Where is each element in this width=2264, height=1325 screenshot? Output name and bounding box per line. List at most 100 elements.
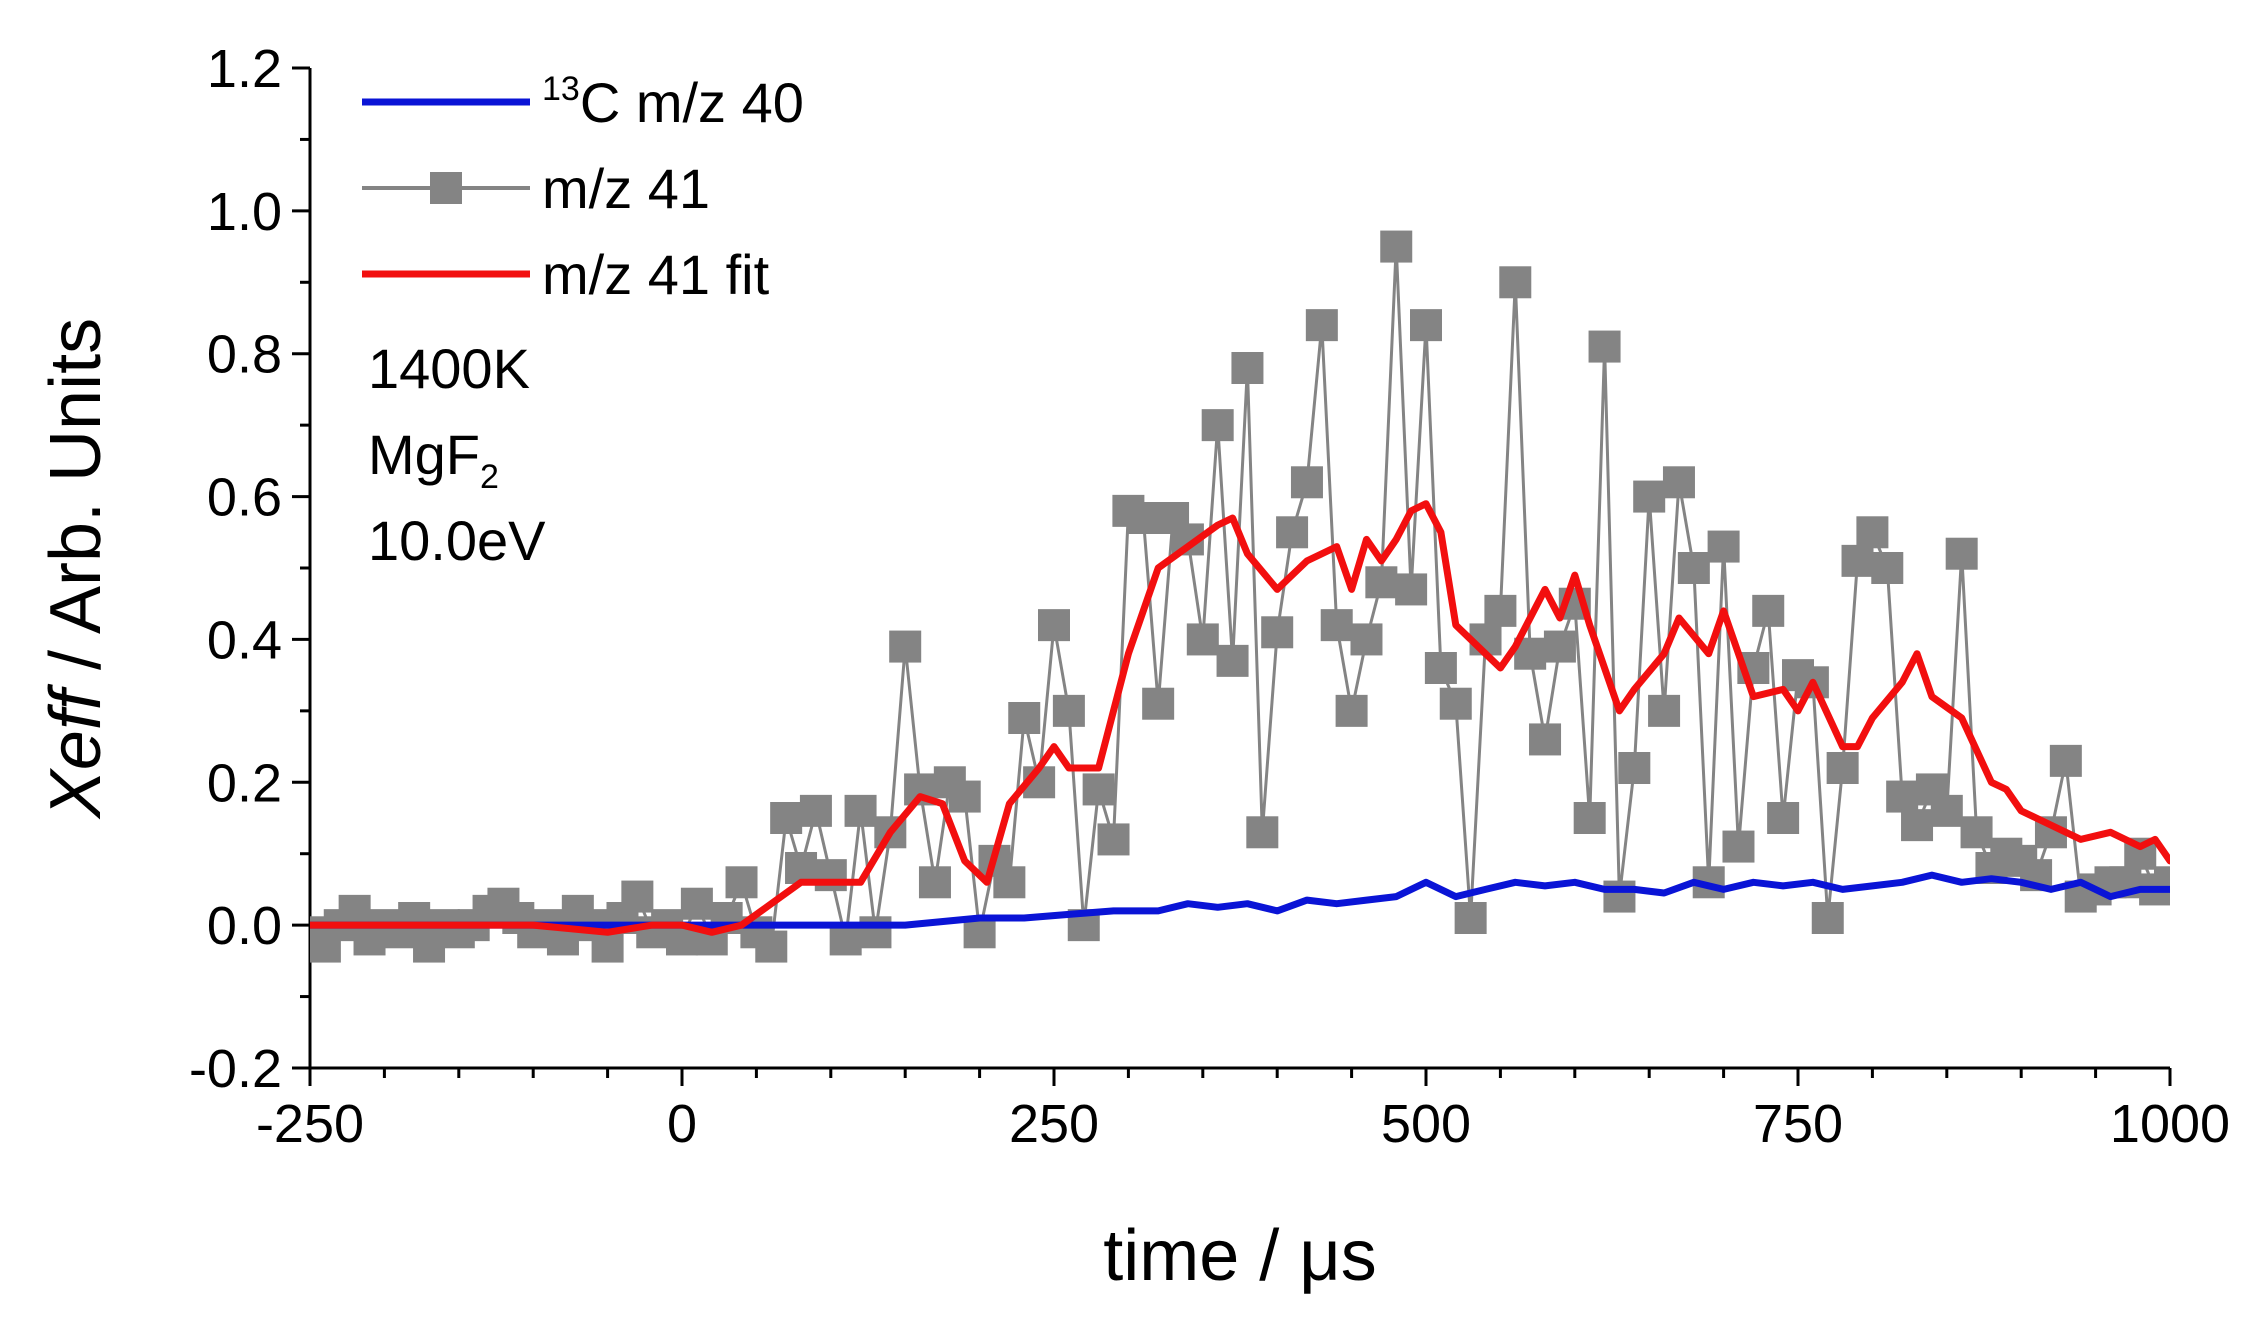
data-point-mz41 [1856, 516, 1889, 549]
data-point-mz41 [1082, 773, 1115, 806]
legend: 13C m/z 40 m/z 41 m/z 41 fit [362, 70, 804, 306]
data-point-mz41 [1886, 780, 1919, 813]
data-point-mz41 [1276, 516, 1309, 549]
data-point-mz41 [1201, 409, 1234, 442]
x-tick-label: 1000 [2110, 1094, 2230, 1154]
data-point-mz41 [1410, 309, 1442, 342]
y-tick-label: 0.6 [207, 468, 282, 528]
annotation-photon-energy: 10.0eV [368, 509, 546, 572]
data-point-mz41 [859, 916, 892, 949]
data-point-mz41 [1811, 902, 1844, 934]
data-point-mz41 [829, 923, 862, 956]
data-point-mz41 [770, 802, 803, 834]
data-point-mz41 [2049, 744, 2082, 777]
annotations: 1400K MgF2 10.0eV [368, 337, 546, 572]
data-point-mz41 [918, 866, 951, 899]
data-point-mz41 [1038, 609, 1070, 642]
data-point-mz41 [1841, 544, 1874, 577]
data-point-mz41 [338, 894, 371, 927]
x-tick-label: 500 [1381, 1094, 1471, 1154]
data-point-mz41 [1603, 880, 1636, 913]
series-layer [310, 230, 2170, 963]
data-point-mz41 [814, 859, 847, 892]
data-point-mz41 [1439, 687, 1472, 720]
legend-label-superscript: 13 [542, 70, 580, 108]
data-point-mz41 [1618, 752, 1651, 784]
y-tick-label: 0.8 [207, 325, 282, 385]
data-point-mz41 [1662, 466, 1695, 499]
y-axis-title-rest: / Arb. Units [36, 318, 116, 690]
data-point-mz41 [1335, 694, 1368, 727]
data-point-mz41 [1454, 902, 1487, 934]
data-point-mz41 [1543, 630, 1576, 663]
data-point-mz41 [1097, 823, 1130, 856]
data-point-mz41 [1350, 623, 1383, 656]
x-tick-label: -250 [256, 1094, 364, 1154]
data-point-mz41 [1052, 694, 1085, 727]
data-point-mz41 [1529, 723, 1562, 756]
data-point-mz41 [1930, 794, 1963, 827]
data-point-mz41 [1216, 644, 1249, 677]
y-tick-label: 0.4 [207, 610, 282, 670]
data-point-mz41 [1722, 830, 1755, 863]
legend-label-mz41-fit: m/z 41 fit [542, 243, 770, 306]
data-point-mz41 [1231, 352, 1264, 384]
data-point-mz41 [844, 794, 877, 827]
data-point-mz41 [1871, 552, 1904, 584]
data-point-mz41 [1320, 609, 1353, 642]
data-point-mz41 [1246, 816, 1279, 849]
data-point-mz41 [889, 630, 922, 663]
legend-marker-mz41 [430, 172, 462, 204]
legend-item-13c-mz40: 13C m/z 40 [362, 70, 804, 134]
data-point-mz41 [1499, 266, 1532, 299]
data-point-mz41 [1305, 309, 1338, 342]
data-point-mz41 [755, 930, 788, 963]
data-point-mz41 [1484, 594, 1517, 627]
x-ticks: -250 0 250 500 750 1000 [256, 1068, 2230, 1154]
data-point-mz41 [1573, 802, 1606, 834]
series-13c-mz40-line [310, 871, 2170, 929]
data-point-mz41 [1826, 752, 1859, 784]
y-tick-label: 1.2 [207, 39, 282, 99]
data-point-mz41 [398, 902, 431, 934]
annotation-window-material-main: MgF [368, 423, 480, 486]
data-point-mz41 [1008, 702, 1041, 734]
y-tick-label: -0.2 [189, 1039, 282, 1099]
legend-item-mz41-fit: m/z 41 fit [362, 243, 770, 306]
y-axis-title-italic: Xeff [36, 683, 116, 820]
data-point-mz41 [1648, 694, 1681, 727]
data-point-mz41 [948, 780, 981, 813]
series-mz41-fit-line [310, 500, 2170, 936]
data-point-mz41 [1395, 573, 1428, 606]
x-axis-title: time / μs [1103, 1216, 1377, 1296]
x-tick-label: 250 [1009, 1094, 1099, 1154]
data-point-mz41 [799, 794, 832, 827]
data-point-mz41 [1142, 687, 1175, 720]
data-point-mz41 [785, 852, 818, 884]
data-point-mz41 [1424, 652, 1457, 684]
legend-label-mz41: m/z 41 [542, 157, 710, 220]
data-point-mz41 [1945, 537, 1978, 570]
data-point-mz41 [1261, 616, 1294, 649]
data-point-mz41 [1901, 809, 1934, 842]
x-tick-label: 0 [667, 1094, 697, 1154]
legend-label-13c-mz40: 13C m/z 40 [542, 70, 804, 134]
data-point-mz41 [1767, 802, 1800, 834]
data-point-mz41 [1752, 594, 1785, 627]
annotation-window-material: MgF2 [368, 423, 499, 496]
data-point-mz41 [1588, 330, 1621, 363]
data-point-mz41 [1290, 466, 1323, 499]
legend-label-main: C m/z 40 [580, 71, 804, 134]
y-tick-label: 1.0 [207, 182, 282, 242]
data-point-mz41 [1186, 623, 1219, 656]
data-point-mz41 [1380, 230, 1413, 263]
data-point-mz41 [993, 866, 1026, 899]
y-ticks: -0.2 0.0 0.2 0.4 0.6 0.8 1.0 1.2 [189, 39, 310, 1099]
data-point-mz41 [1365, 566, 1398, 599]
data-point-mz41 [725, 866, 758, 899]
x-tick-label: 750 [1753, 1094, 1843, 1154]
data-point-mz41 [1677, 552, 1710, 584]
data-point-mz41 [621, 880, 654, 913]
